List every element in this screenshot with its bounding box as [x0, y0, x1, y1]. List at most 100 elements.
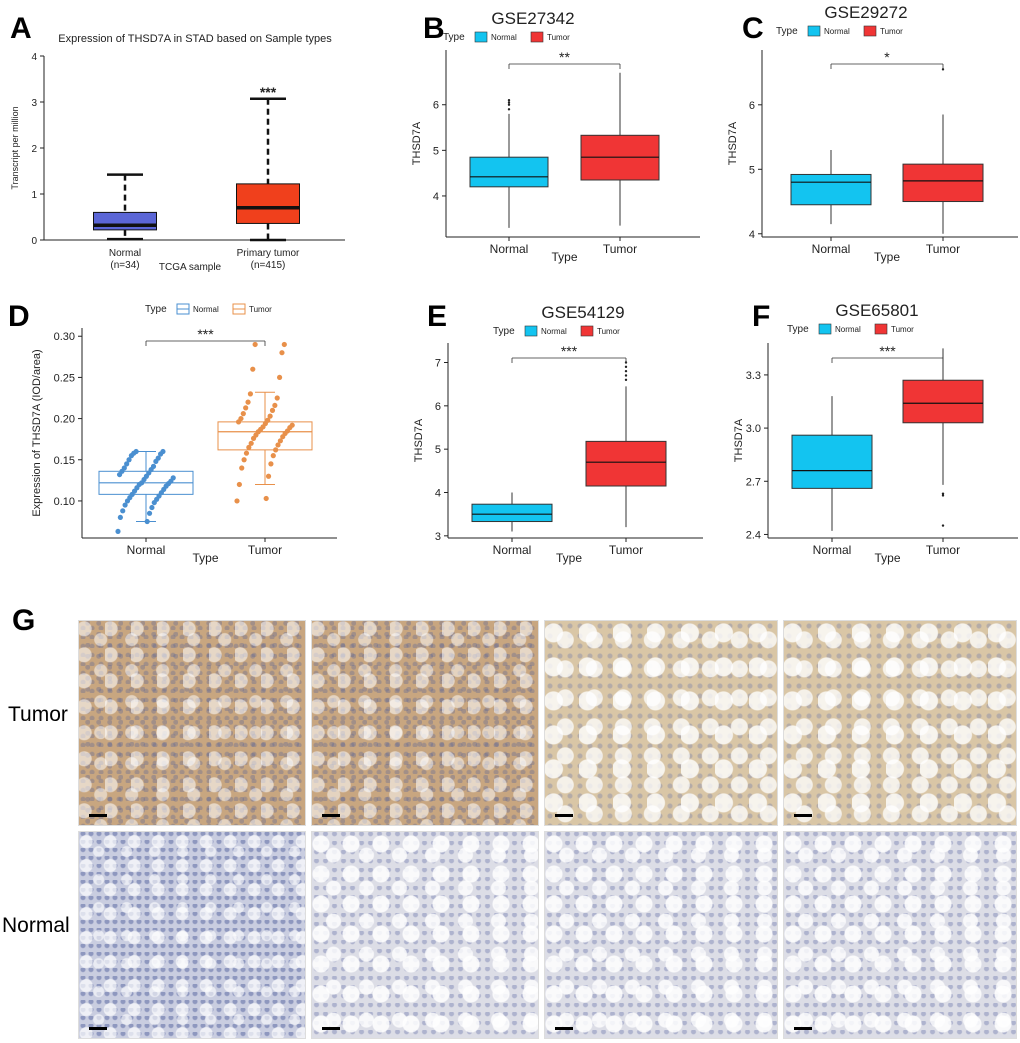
- data-point-d: [289, 422, 295, 428]
- data-point-d: [247, 391, 254, 397]
- outlier-point-e: [624, 369, 628, 373]
- x-tick-label-f: Tumor: [926, 543, 960, 557]
- data-point-d: [277, 438, 283, 444]
- legend-title-d: Type: [145, 304, 167, 315]
- scale-bar: [794, 814, 812, 817]
- significance-d: ***: [197, 326, 214, 342]
- row-label-normal: Normal: [2, 914, 70, 937]
- ihc-normal-image-3: [544, 831, 778, 1039]
- y-axis-label-c: THSD7A: [727, 121, 739, 165]
- box-c: [790, 173, 872, 206]
- outlier-point-b: [507, 108, 511, 111]
- scale-bar: [89, 814, 107, 817]
- legend-label-c: Normal: [824, 27, 850, 36]
- y-axis-label-d: Expression of THSD7A (IOD/area): [31, 349, 43, 516]
- data-point-d: [267, 413, 273, 419]
- y-tick-label-d: 0.20: [54, 414, 75, 426]
- y-tick-label-d: 0.10: [54, 496, 75, 508]
- data-point-d: [272, 402, 278, 409]
- data-point-d: [170, 475, 176, 481]
- legend-key-c: [807, 25, 821, 37]
- box-e: [585, 440, 667, 487]
- data-point-d: [236, 481, 242, 488]
- y-tick-label-c: 6: [749, 100, 755, 112]
- x-tick-label-b: Normal: [490, 242, 529, 256]
- x-tick-label-c: Normal: [812, 242, 851, 256]
- data-point-d: [146, 510, 153, 516]
- x-tick-label-a: (n=34): [110, 260, 139, 271]
- chart-title-a: Expression of THSD7A in STAD based on Sa…: [58, 33, 332, 45]
- ihc-normal-image-1: [78, 831, 306, 1039]
- legend-label-d: Normal: [193, 305, 219, 314]
- outlier-point-f: [941, 492, 945, 495]
- data-point-d: [117, 514, 123, 521]
- box-e: [471, 503, 553, 523]
- x-tick-label-b: Tumor: [603, 242, 637, 256]
- y-tick-label-a: 4: [31, 52, 37, 63]
- y-axis-label-a: Transcript per million: [10, 106, 20, 189]
- data-point-d: [160, 448, 166, 455]
- legend-key-b: [530, 31, 544, 43]
- data-point-d: [122, 502, 128, 508]
- x-tick-label-a: (n=415): [251, 260, 286, 271]
- box-a: [236, 183, 300, 224]
- y-tick-label-d: 0.15: [54, 455, 75, 467]
- x-axis-label-e: Type: [556, 551, 582, 565]
- legend-key-e: [580, 325, 594, 337]
- legend-title-e: Type: [493, 326, 515, 337]
- ihc-tumor-image-3: [544, 620, 778, 826]
- data-point-d: [150, 463, 157, 469]
- scale-bar: [794, 1027, 812, 1030]
- data-point-d: [115, 528, 121, 535]
- chart-title-b: GSE27342: [491, 9, 574, 28]
- data-point-d: [276, 374, 283, 381]
- y-tick-label-d: 0.30: [54, 331, 75, 343]
- legend-label-d: Tumor: [249, 305, 272, 314]
- data-point-d: [250, 366, 256, 372]
- data-point-d: [265, 417, 271, 423]
- panel-label-b: B: [423, 12, 445, 45]
- y-tick-label-b: 5: [433, 145, 439, 157]
- panel-label-e: E: [427, 300, 448, 333]
- significance-c: *: [884, 49, 890, 65]
- x-tick-label-f: Normal: [813, 543, 852, 557]
- legend-label-b: Tumor: [547, 33, 570, 42]
- y-axis-label-e: THSD7A: [413, 418, 425, 462]
- legend-title-c: Type: [776, 26, 798, 37]
- data-point-d: [243, 450, 250, 456]
- outlier-point-f: [941, 494, 945, 497]
- ihc-tumor-image-1: [78, 620, 306, 826]
- scale-bar: [555, 1027, 573, 1030]
- box-f: [902, 379, 984, 424]
- y-tick-label-e: 7: [435, 358, 441, 370]
- panel-label-a: A: [10, 12, 32, 45]
- outlier-point-b: [507, 98, 511, 102]
- chart-title-e: GSE54129: [541, 303, 624, 322]
- data-point-d: [241, 457, 247, 463]
- outlier-point-f: [941, 524, 945, 527]
- data-point-d: [124, 461, 130, 467]
- data-point-d: [274, 395, 280, 401]
- y-tick-label-e: 6: [435, 401, 441, 413]
- x-tick-label-d: Tumor: [248, 543, 282, 557]
- x-axis-label-b: Type: [551, 250, 577, 264]
- x-tick-label-e: Tumor: [609, 543, 643, 557]
- outlier-point-c: [941, 68, 945, 71]
- y-tick-label-c: 5: [749, 164, 755, 176]
- legend-title-b: Type: [443, 32, 465, 43]
- row-label-tumor: Tumor: [8, 703, 68, 726]
- chart-title-c: GSE29272: [824, 3, 907, 22]
- data-point-d: [273, 447, 279, 453]
- x-axis-label-d: Type: [192, 551, 218, 565]
- data-point-d: [240, 411, 246, 417]
- significance-a: ***: [260, 84, 277, 100]
- y-tick-label-e: 5: [435, 444, 441, 456]
- data-point-d: [121, 465, 127, 471]
- legend-key-e: [524, 325, 538, 337]
- data-point-d: [238, 415, 244, 422]
- y-tick-label-b: 6: [433, 100, 439, 112]
- outlier-point-b: [507, 101, 511, 104]
- ihc-normal-image-2: [311, 831, 539, 1039]
- x-tick-label-e: Normal: [493, 543, 532, 557]
